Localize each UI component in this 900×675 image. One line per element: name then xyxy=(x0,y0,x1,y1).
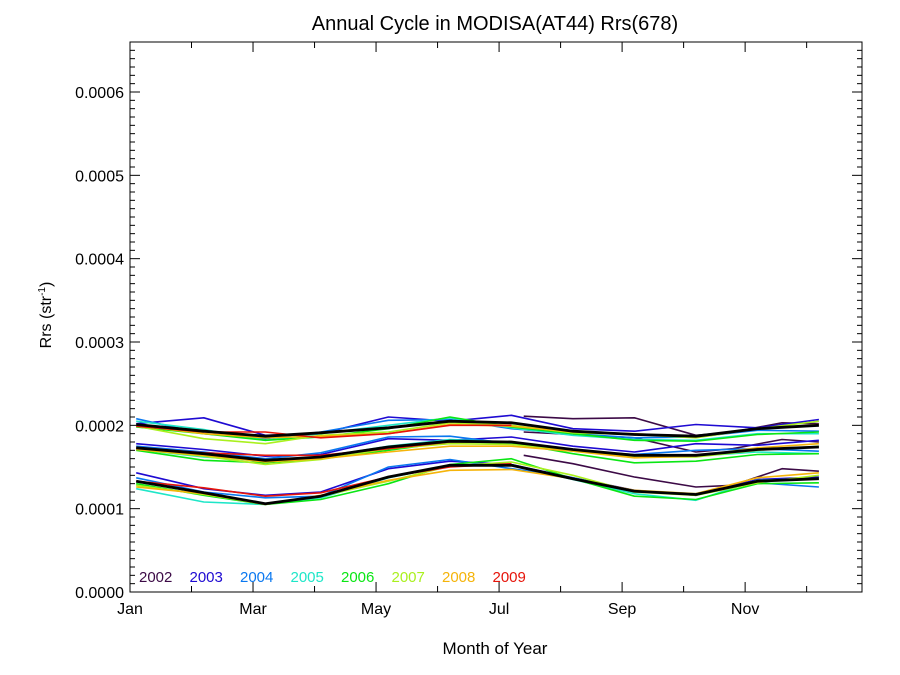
series-line xyxy=(136,442,819,466)
legend-item: 2009 xyxy=(493,569,526,586)
series-lines xyxy=(135,414,820,506)
y-axis-label: Rrs (str-1) xyxy=(37,282,55,349)
y-tick-label: 0.0004 xyxy=(75,252,124,269)
series-line xyxy=(523,454,819,488)
x-tick-label: Jul xyxy=(489,601,509,618)
legend-item: 2007 xyxy=(392,569,425,586)
x-axis-label: Month of Year xyxy=(443,639,548,658)
x-tick-label: May xyxy=(361,601,391,618)
y-tick-label: 0.0005 xyxy=(75,168,124,185)
x-tick-label: Jan xyxy=(117,601,143,618)
y-tick-label: 0.0006 xyxy=(75,85,124,102)
y-tick-label: 0.0001 xyxy=(75,502,124,519)
legend-item: 2003 xyxy=(190,569,223,586)
series-line xyxy=(136,423,819,439)
series-mean xyxy=(135,419,819,506)
series-line-bold xyxy=(135,463,819,506)
legend-item: 2006 xyxy=(341,569,374,586)
legend-item: 2005 xyxy=(291,569,324,586)
y-tick-label: 0.0000 xyxy=(75,585,124,602)
legend: 2002 2003 2004 2005 2006 2007 2008 2009 xyxy=(139,569,526,586)
plot-area xyxy=(129,41,863,593)
x-tick-label: Nov xyxy=(731,601,759,618)
legend-item: 2002 xyxy=(139,569,172,586)
x-axis: Jan Mar May Jul Sep Nov xyxy=(117,42,808,618)
x-tick-label: Mar xyxy=(239,601,267,618)
series-line xyxy=(136,462,512,498)
series-line-bold xyxy=(136,419,819,438)
y-axis-label-main: Rrs (str xyxy=(38,295,55,348)
x-tick-label: Sep xyxy=(608,601,637,618)
y-axis-label-sup: -1 xyxy=(37,287,48,296)
y-tick-label: 0.0002 xyxy=(75,418,124,435)
y-tick-label: 0.0003 xyxy=(75,335,124,352)
series-line-bold xyxy=(136,439,819,462)
y-axis-label-end: ) xyxy=(38,282,55,287)
y-axis: 0.0000 0.0001 0.0002 0.0003 0.0004 0.0005 0.00… xyxy=(75,41,862,602)
plot-frame xyxy=(129,41,863,593)
chart-title: Annual Cycle in MODISA(AT44) Rrs(678) xyxy=(312,13,678,35)
series-line xyxy=(136,461,819,505)
legend-item: 2008 xyxy=(442,569,475,586)
legend-item: 2004 xyxy=(240,569,273,586)
